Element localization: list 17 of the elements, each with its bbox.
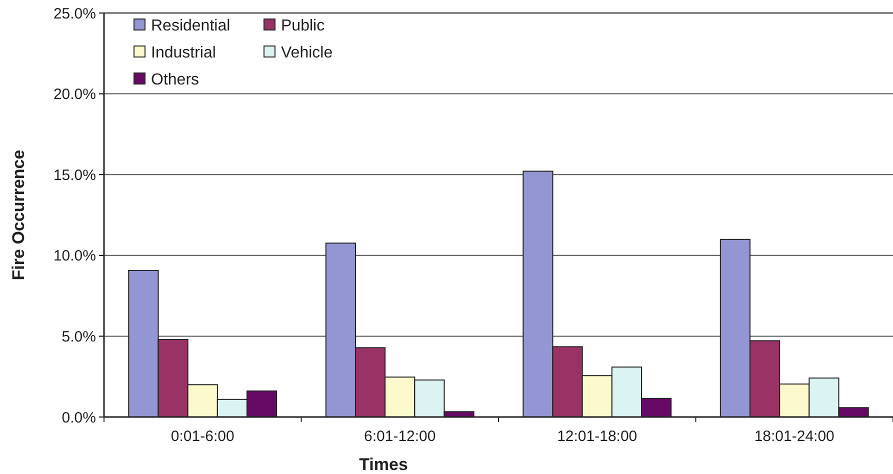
y-tick-label: 10.0% [53,248,96,265]
x-tick-label: 0:01-6:00 [170,428,234,445]
legend-label: Vehicle [281,44,333,62]
y-tick-label: 20.0% [53,86,96,104]
legend-label: Public [281,18,325,35]
y-tick-label: 0.0% [62,409,96,426]
y-axis-title: Fire Occurrence [9,150,28,280]
legend-label: Industrial [151,44,216,62]
y-tick-label: 15.0% [53,166,96,184]
legend-label: Others [151,72,200,89]
x-tick-label: 18:01-24:00 [754,428,834,445]
x-tick-label: 12:01-18:00 [557,428,638,445]
y-tick-label: 5.0% [62,328,96,346]
x-tick-label: 6:01-12:00 [364,428,436,445]
legend-label: Residential [151,18,230,35]
y-tick-label: 25.0% [53,5,96,22]
x-axis-title: Times [359,455,408,474]
